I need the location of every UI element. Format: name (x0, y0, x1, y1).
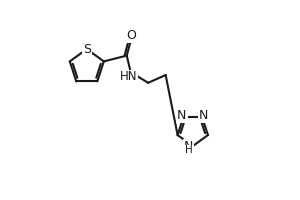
Text: H: H (184, 145, 192, 155)
Text: S: S (83, 43, 91, 56)
Text: O: O (126, 29, 136, 42)
Text: N: N (177, 109, 187, 122)
Text: HN: HN (120, 70, 137, 83)
Text: N: N (184, 140, 193, 153)
Text: N: N (199, 109, 208, 122)
